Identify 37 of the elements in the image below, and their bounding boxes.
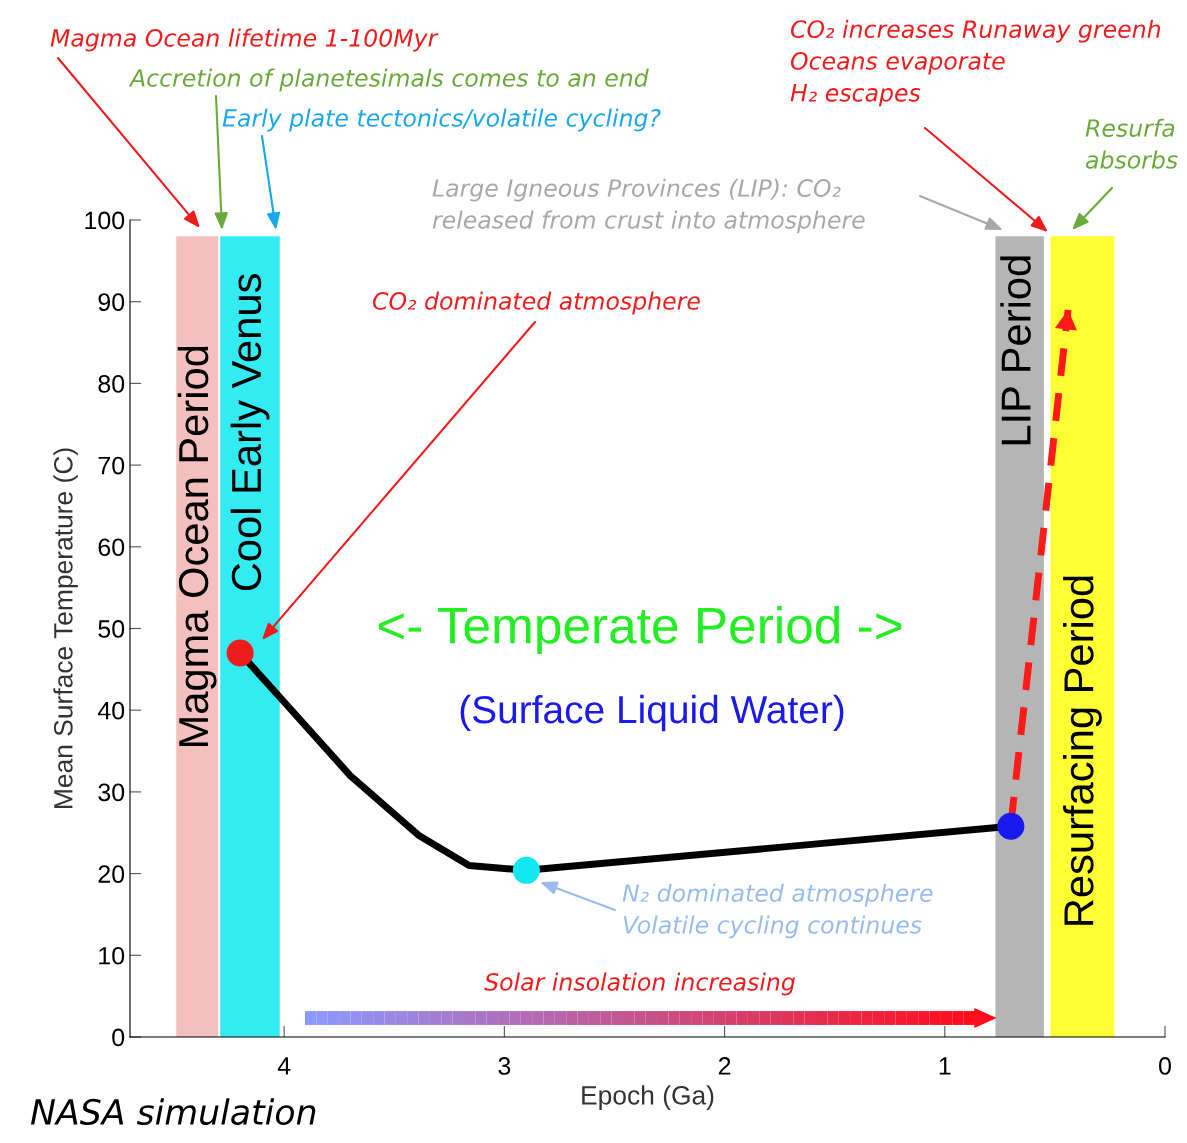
x-tick-label: 4 xyxy=(277,1057,291,1075)
band-label: Cool Early Venus xyxy=(230,274,270,591)
text: Early plate tectonics/volatile cycling? xyxy=(222,108,661,132)
text: Accretion of planetesimals comes to an end xyxy=(128,68,649,92)
point xyxy=(226,639,254,667)
y-tick-label: 80 xyxy=(98,375,125,393)
annotation: (Surface Liquid Water) xyxy=(460,694,844,732)
annotation: Large Igneous Provinces (LIP): CO₂ released from crust into atmosphere xyxy=(432,178,865,234)
point xyxy=(512,856,540,884)
y-tick-label: 30 xyxy=(98,783,125,802)
y-tick-label: 0 xyxy=(112,1028,125,1047)
text: Magma Ocean lifetime 1-100Myr xyxy=(50,28,439,52)
x-tick-label: 3 xyxy=(498,1057,511,1075)
y-tick-label: 50 xyxy=(98,620,125,638)
annotation: N₂ dominated atmosphere Volatile cycling continues xyxy=(622,883,933,939)
band-label: Resurfacing Period xyxy=(1063,576,1102,925)
y-tick-label: 70 xyxy=(98,456,125,475)
y-tick-label: 40 xyxy=(97,701,125,720)
annotation: Solar insolation increasing xyxy=(484,972,795,996)
y-axis-title: Mean Surface Temperature (C) xyxy=(53,448,78,808)
x-tick-label: 2 xyxy=(718,1057,731,1075)
point xyxy=(997,812,1025,840)
annotation: <- Temperate Period -> xyxy=(378,606,902,654)
y-tick-label: 20 xyxy=(98,865,125,883)
band-label: Magma Ocean Period xyxy=(177,346,217,747)
y-tick-label: 60 xyxy=(98,538,125,557)
y-tick-label: 10 xyxy=(99,946,125,965)
x-tick-label: 1 xyxy=(939,1057,951,1075)
y-tick-label: 90 xyxy=(98,293,125,311)
text: CO₂ increases Runaway greenh Oceans evaporate H₂ escapes xyxy=(790,19,1161,107)
band-label: LIP Period xyxy=(1000,256,1031,445)
x-axis-title: Epoch (Ga) xyxy=(582,1085,714,1110)
y-tick-label: 100 xyxy=(85,211,125,230)
text: Resurfa absorbs xyxy=(1085,118,1178,169)
text: NASA simulation xyxy=(30,1098,316,1126)
x-tick-label: 0 xyxy=(1159,1057,1171,1075)
annotation: CO₂ dominated atmosphere xyxy=(372,291,700,315)
